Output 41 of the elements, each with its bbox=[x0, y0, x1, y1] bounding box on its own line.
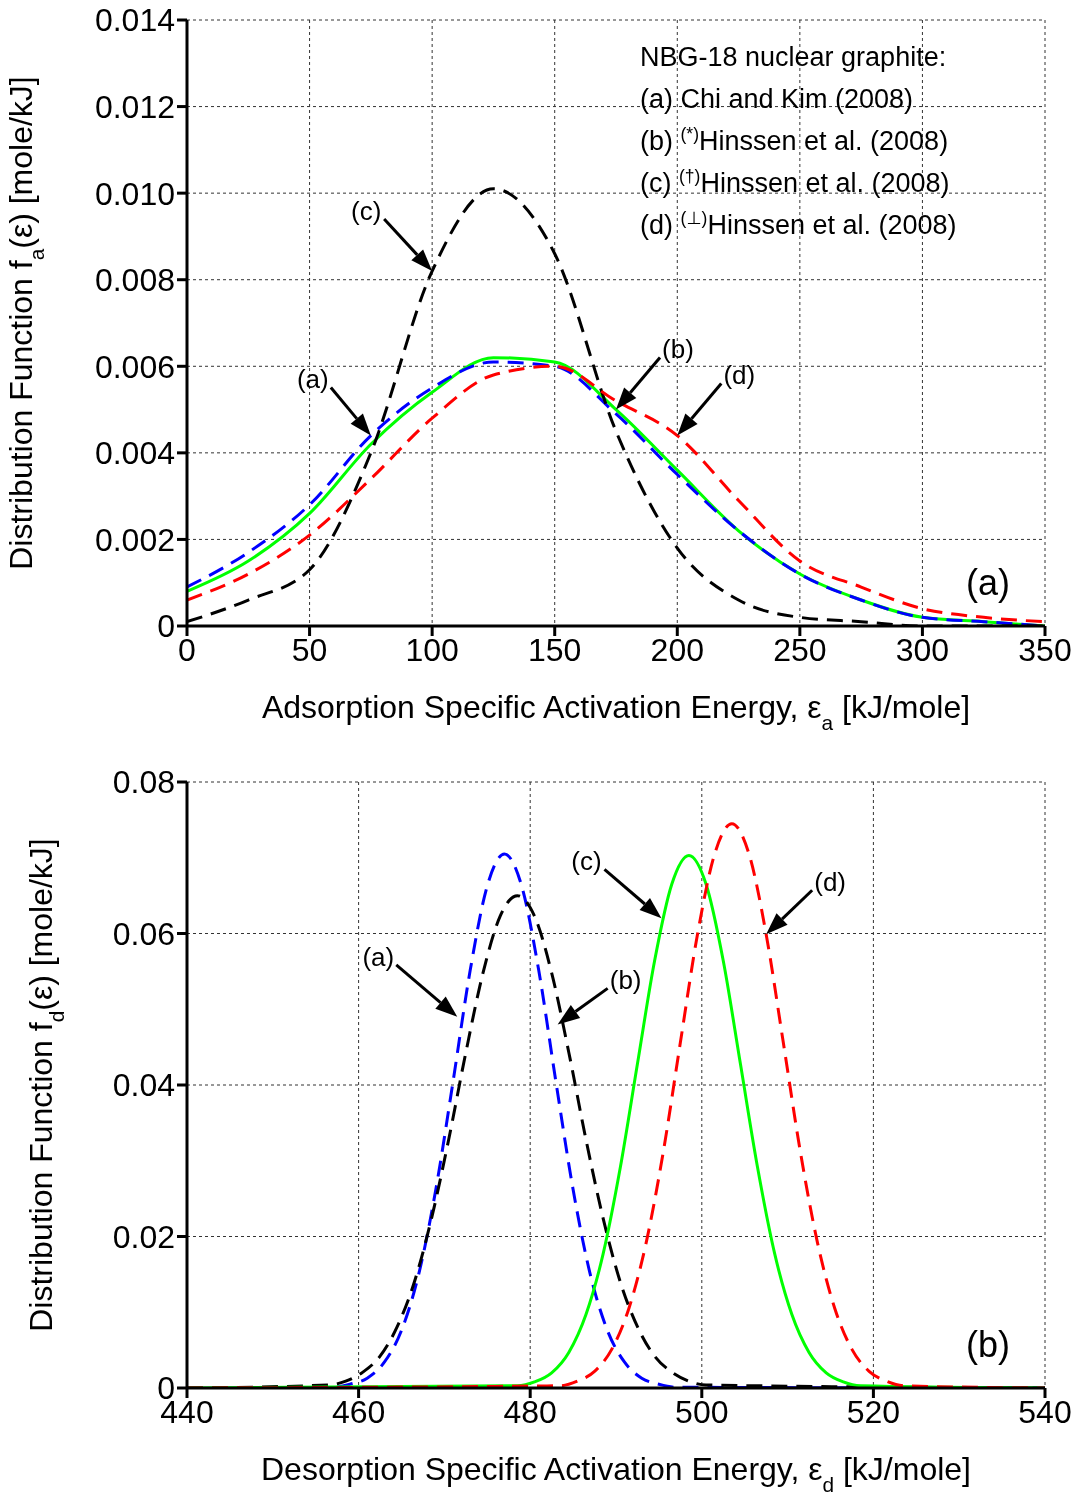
x-tick-label: 500 bbox=[675, 1393, 729, 1430]
y-tick-label: 0.014 bbox=[94, 2, 175, 39]
x-tick-label: 540 bbox=[1018, 1393, 1072, 1430]
y-tick-label: 0.010 bbox=[94, 175, 175, 212]
y-tick-label: 0.006 bbox=[94, 348, 175, 385]
x-tick-label: 300 bbox=[895, 631, 950, 668]
x-axis-title: Desorption Specific Activation Energy, ε$_{d}$ [kJ/mole] bbox=[261, 1451, 971, 1496]
annotation: (a) bbox=[362, 941, 395, 972]
y-tick-label: 0.06 bbox=[112, 915, 175, 952]
x-tick-label: 520 bbox=[846, 1393, 901, 1430]
y-tick-label: 0.08 bbox=[112, 764, 175, 801]
y-tick-label: 0.02 bbox=[112, 1218, 175, 1255]
annotation: (a) Chi and Kim (2008) bbox=[640, 84, 914, 114]
y-tick-label: 0.002 bbox=[94, 521, 175, 558]
annotation: (b) bbox=[609, 965, 642, 996]
x-tick-label: 350 bbox=[1018, 631, 1072, 668]
annotation: (b) bbox=[966, 1324, 1010, 1365]
x-axis-title: Adsorption Specific Activation Energy, ε$_{a}$ [kJ/mole] bbox=[261, 689, 971, 734]
x-tick-label: 100 bbox=[405, 631, 459, 668]
annotation: (a) bbox=[966, 562, 1010, 603]
x-tick-label: 480 bbox=[503, 1393, 557, 1430]
y-tick-label: 0.008 bbox=[94, 262, 175, 299]
x-tick-label: 250 bbox=[773, 631, 827, 668]
x-tick-label: 50 bbox=[291, 631, 328, 668]
annotation: (d) bbox=[723, 360, 756, 391]
annotation: (c) $^{(†)}$Hinssen et al. (2008) bbox=[640, 166, 950, 198]
annotation: (c) bbox=[350, 195, 382, 226]
annotation: (b) $^{(*)}$Hinssen et al. (2008) bbox=[640, 124, 949, 156]
x-tick-label: 460 bbox=[331, 1393, 386, 1430]
y-tick-label: 0.004 bbox=[94, 435, 175, 472]
y-tick-label: 0 bbox=[157, 608, 175, 645]
annotation: (a) bbox=[296, 364, 329, 395]
y-tick-label: 0.04 bbox=[112, 1067, 175, 1104]
annotation: (b) bbox=[662, 334, 694, 365]
x-tick-label: 200 bbox=[650, 631, 704, 668]
annotation: (d) $^{(⊥)}$Hinssen et al. (2008) bbox=[640, 208, 957, 240]
annotation: NBG-18 nuclear graphite: bbox=[640, 42, 947, 72]
y-tick-label: 0.012 bbox=[94, 88, 175, 125]
annotation: (c) bbox=[571, 846, 602, 877]
annotation: (d) bbox=[814, 867, 847, 898]
x-tick-label: 150 bbox=[528, 631, 582, 668]
